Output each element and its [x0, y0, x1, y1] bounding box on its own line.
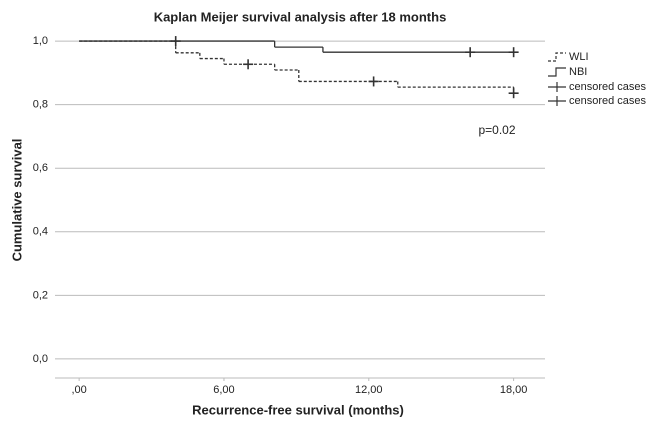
annotation: p=0.02: [478, 123, 515, 137]
y-tick-label: 0,6: [33, 162, 48, 174]
y-tick-label: 0,2: [33, 289, 48, 301]
censor-mark: [508, 88, 519, 99]
x-axis-label: Recurrence-free survival (months): [192, 402, 404, 417]
x-tick-label: 6,00: [213, 384, 234, 396]
x-tick-label: 12,00: [355, 384, 383, 396]
x-tick-label: ,00: [71, 384, 86, 396]
y-tick-label: 0,4: [33, 226, 48, 238]
y-tick-label: 1,0: [33, 35, 48, 47]
legend-label: censored cases: [569, 95, 647, 107]
x-tick-label: 18,00: [500, 384, 528, 396]
y-axis-label: Cumulative survival: [9, 139, 24, 262]
y-tick-label: 0,8: [33, 99, 48, 111]
chart-title: Kaplan Meijer survival analysis after 18…: [154, 9, 447, 24]
legend-symbol: [548, 67, 566, 77]
legend-label: WLI: [569, 51, 589, 63]
legend-label: censored cases: [569, 81, 647, 93]
censor-mark: [368, 76, 379, 87]
legend-label: NBI: [569, 66, 587, 78]
legend-symbol: [548, 52, 566, 62]
y-tick-label: 0,0: [33, 353, 48, 365]
censor-mark: [508, 47, 519, 58]
censor-mark: [465, 47, 476, 58]
censor-mark: [243, 59, 254, 70]
